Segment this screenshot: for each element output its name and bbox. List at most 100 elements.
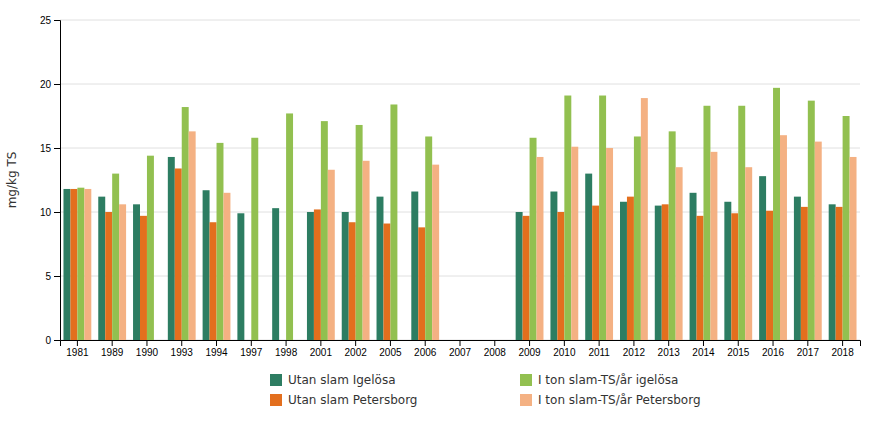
bar (655, 206, 662, 340)
y-tick-mark (54, 340, 60, 341)
bar (634, 136, 641, 340)
bar (676, 167, 683, 340)
bar (516, 212, 523, 340)
bar (112, 174, 119, 340)
x-tick-mark (494, 340, 495, 346)
bar (210, 222, 217, 340)
bar (599, 96, 606, 340)
x-tick-mark (529, 340, 530, 346)
bar (286, 113, 293, 340)
x-tick-mark (251, 340, 252, 346)
bar (217, 143, 224, 340)
y-tick: 0 (45, 335, 60, 346)
legend-swatch (270, 374, 282, 386)
x-tick: 2014 (692, 340, 715, 358)
y-tick-label: 15 (40, 143, 52, 154)
bars (63, 88, 856, 340)
bar (342, 212, 349, 340)
bar (641, 98, 648, 340)
chart: 0510152025198119891990199319941997199820… (0, 0, 880, 424)
bar (383, 224, 390, 340)
grid (60, 20, 860, 340)
legend-label: Utan slam Petersborg (288, 393, 417, 407)
x-tick: 1990 (136, 340, 159, 358)
x-tick: 2012 (623, 340, 646, 358)
bar (808, 101, 815, 340)
x-tick-label: 1994 (205, 347, 228, 358)
x-tick-label: 1998 (275, 347, 298, 358)
bar (133, 204, 140, 340)
x-tick: 1997 (240, 340, 263, 358)
bar (356, 125, 363, 340)
x-tick-label: 2009 (518, 347, 541, 358)
y-tick: 25 (40, 15, 60, 26)
x-tick: 2018 (831, 340, 854, 358)
bar (773, 88, 780, 340)
x-tick-label: 2015 (727, 347, 750, 358)
x-tick-mark (807, 340, 808, 346)
bar (836, 207, 843, 340)
x-tick-label: 1990 (136, 347, 159, 358)
y-tick-mark (54, 84, 60, 85)
y-tick-mark (54, 276, 60, 277)
bar (203, 190, 210, 340)
x-tick-label: 1997 (240, 347, 263, 358)
bar (710, 152, 717, 340)
x-tick-mark (564, 340, 565, 346)
bar (314, 209, 321, 340)
bar (801, 207, 808, 340)
x-tick-label: 2002 (345, 347, 368, 358)
bar (850, 157, 857, 340)
x-tick: 2008 (484, 340, 507, 358)
x-tick: 2007 (449, 340, 472, 358)
y-tick: 15 (40, 143, 60, 154)
bar (223, 193, 230, 340)
x-tick-mark (320, 340, 321, 346)
grid-line (60, 84, 860, 85)
y-tick-label: 10 (40, 207, 52, 218)
bar (119, 204, 126, 340)
y-axis-title: mg/kg TS (5, 152, 19, 209)
bar (669, 131, 676, 340)
x-tick-label: 2012 (623, 347, 646, 358)
bar (745, 167, 752, 340)
bar (363, 161, 370, 340)
y-tick: 10 (40, 207, 60, 218)
x-tick: 1994 (205, 340, 228, 358)
x-tick-label: 2017 (797, 347, 820, 358)
bar (571, 147, 578, 340)
x-tick-label: 2018 (831, 347, 854, 358)
bar (794, 197, 801, 340)
series (63, 157, 835, 340)
bar (606, 148, 613, 340)
x-tick: 2005 (379, 340, 402, 358)
x-tick-label: 2016 (762, 347, 785, 358)
x-tick-mark (355, 340, 356, 346)
x-tick: 2010 (553, 340, 576, 358)
bar (349, 222, 356, 340)
bar (620, 202, 627, 340)
x-tick: 1998 (275, 340, 298, 358)
bar (147, 156, 154, 340)
x-tick: 2001 (310, 340, 333, 358)
x-tick-label: 2013 (658, 347, 681, 358)
bar (627, 197, 634, 340)
bar (182, 107, 189, 340)
bar (251, 138, 258, 340)
x-tick-mark (425, 340, 426, 346)
x-tick-mark (668, 340, 669, 346)
bar (377, 197, 384, 340)
bar (738, 106, 745, 340)
bar (523, 216, 530, 340)
x-tick-mark (286, 340, 287, 346)
y-tick-label: 0 (45, 335, 51, 346)
x-tick: 2009 (518, 340, 541, 358)
y-tick-mark (54, 148, 60, 149)
bar (432, 165, 439, 340)
x-tick: 2015 (727, 340, 750, 358)
x-tick: 2002 (345, 340, 368, 358)
legend-label: I ton slam-TS/år igelösa (538, 373, 678, 387)
bar (766, 211, 773, 340)
bar (175, 168, 182, 340)
bar (63, 189, 70, 340)
